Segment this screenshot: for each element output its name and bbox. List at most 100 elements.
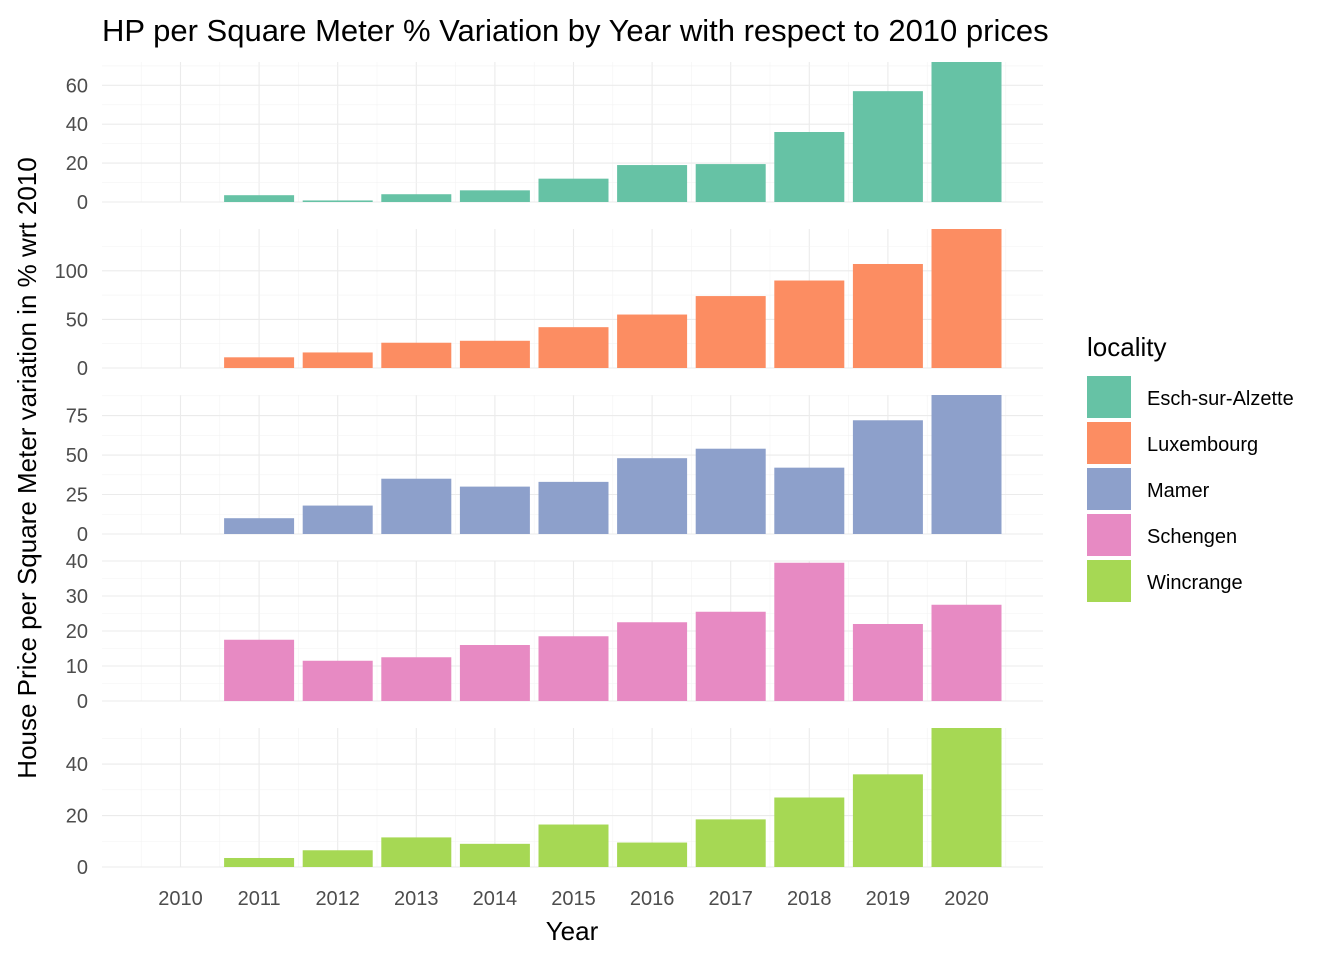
bar-wincrange-2011	[224, 857, 295, 867]
bar-mamer-2015	[538, 481, 609, 534]
y-tick-label: 25	[66, 485, 88, 507]
bar-wincrange-2012	[302, 850, 373, 867]
bar-schengen-2013	[381, 657, 452, 701]
bar-luxembourg-2018	[774, 280, 845, 368]
x-tick-label: 2012	[315, 888, 360, 910]
x-tick-label: 2013	[394, 888, 439, 910]
legend-swatch	[1087, 514, 1131, 556]
y-tick-label: 0	[77, 857, 88, 879]
x-tick-label: 2015	[551, 888, 596, 910]
y-tick-label: 0	[77, 691, 88, 713]
y-tick-label: 40	[66, 754, 88, 776]
bar-luxembourg-2019	[852, 263, 923, 368]
bar-schengen-2012	[302, 660, 373, 701]
bar-luxembourg-2014	[459, 340, 530, 368]
bar-luxembourg-2012	[302, 352, 373, 368]
bar-mamer-2011	[224, 518, 295, 534]
legend: locality Esch-sur-Alzette Luxembourg Mamer…	[1087, 332, 1294, 602]
y-axis-title: House Price per Square Meter variation i…	[12, 157, 42, 778]
bar-esch-sur-alzette-2012	[302, 200, 373, 202]
panel-mamer: 0 25 50 75	[66, 395, 1043, 546]
bar-esch-sur-alzette-2019	[852, 91, 923, 202]
bar-esch-sur-alzette-2015	[538, 178, 609, 202]
bar-luxembourg-2016	[617, 314, 688, 368]
bar-esch-sur-alzette-2013	[381, 194, 452, 202]
x-tick-label: 2020	[944, 888, 989, 910]
bar-schengen-2020	[931, 604, 1002, 701]
bar-wincrange-2013	[381, 837, 452, 867]
bar-wincrange-2019	[852, 774, 923, 867]
bar-luxembourg-2017	[695, 296, 766, 368]
panel-esch-sur-alzette: 0 20 40 60	[66, 62, 1043, 214]
y-tick-label: 60	[66, 75, 88, 97]
legend-label: Wincrange	[1147, 572, 1243, 594]
bar-schengen-2011	[224, 639, 295, 701]
facet-panels: 0 20 40 60 0 50 100 0 25 50 75 0 10 20 30 40 0 20 40	[55, 62, 1043, 879]
bar-esch-sur-alzette-2011	[224, 195, 295, 202]
x-axis: 2010 2011 2012 2013 2014 2015 2016 2017 2018 2019…	[158, 888, 989, 910]
bar-schengen-2018	[774, 562, 845, 701]
y-tick-label: 40	[66, 114, 88, 136]
bar-mamer-2019	[852, 420, 923, 534]
legend-swatch	[1087, 468, 1131, 510]
y-tick-label: 100	[55, 261, 88, 283]
bar-mamer-2018	[774, 467, 845, 534]
y-tick-label: 30	[66, 586, 88, 608]
legend-swatch	[1087, 560, 1131, 602]
bar-wincrange-2015	[538, 824, 609, 867]
y-tick-label: 75	[66, 406, 88, 428]
legend-label: Luxembourg	[1147, 434, 1258, 456]
x-tick-label: 2017	[708, 888, 753, 910]
bar-schengen-2015	[538, 636, 609, 701]
panel-schengen: 0 10 20 30 40	[66, 551, 1043, 713]
panel-luxembourg: 0 50 100	[55, 229, 1043, 380]
bar-luxembourg-2013	[381, 342, 452, 368]
y-tick-label: 50	[66, 309, 88, 331]
bar-mamer-2012	[302, 505, 373, 534]
y-tick-label: 40	[66, 551, 88, 573]
x-tick-label: 2016	[630, 888, 675, 910]
bar-esch-sur-alzette-2017	[695, 164, 766, 202]
bar-esch-sur-alzette-2016	[617, 165, 688, 202]
bar-mamer-2020	[931, 395, 1002, 534]
bar-wincrange-2017	[695, 819, 766, 867]
bar-schengen-2014	[459, 645, 530, 701]
bar-esch-sur-alzette-2020	[931, 62, 1002, 202]
bar-wincrange-2016	[617, 842, 688, 867]
y-tick-label: 50	[66, 445, 88, 467]
x-tick-label: 2010	[158, 888, 203, 910]
legend-label: Schengen	[1147, 526, 1237, 548]
bar-wincrange-2018	[774, 797, 845, 867]
y-tick-label: 20	[66, 621, 88, 643]
x-tick-label: 2014	[473, 888, 518, 910]
bar-schengen-2016	[617, 622, 688, 701]
bar-mamer-2014	[459, 486, 530, 534]
bar-luxembourg-2015	[538, 327, 609, 368]
bar-esch-sur-alzette-2014	[459, 190, 530, 202]
x-axis-title: Year	[546, 916, 599, 946]
y-tick-label: 0	[77, 358, 88, 380]
panel-wincrange: 0 20 40	[66, 728, 1043, 879]
x-tick-label: 2018	[787, 888, 832, 910]
bar-wincrange-2020	[931, 728, 1002, 867]
bar-schengen-2017	[695, 611, 766, 701]
bar-esch-sur-alzette-2018	[774, 132, 845, 202]
y-tick-label: 0	[77, 192, 88, 214]
bar-mamer-2017	[695, 448, 766, 534]
y-tick-label: 10	[66, 656, 88, 678]
bar-mamer-2016	[617, 458, 688, 534]
x-tick-label: 2011	[238, 888, 281, 910]
legend-swatch	[1087, 376, 1131, 418]
y-tick-label: 0	[77, 524, 88, 546]
legend-swatch	[1087, 422, 1131, 464]
y-tick-label: 20	[66, 153, 88, 175]
bar-schengen-2019	[852, 624, 923, 701]
y-tick-label: 20	[66, 806, 88, 828]
legend-label: Esch-sur-Alzette	[1147, 388, 1294, 410]
bar-luxembourg-2011	[224, 357, 295, 368]
legend-label: Mamer	[1147, 480, 1210, 502]
bar-wincrange-2014	[459, 843, 530, 867]
legend-title: locality	[1087, 332, 1166, 362]
